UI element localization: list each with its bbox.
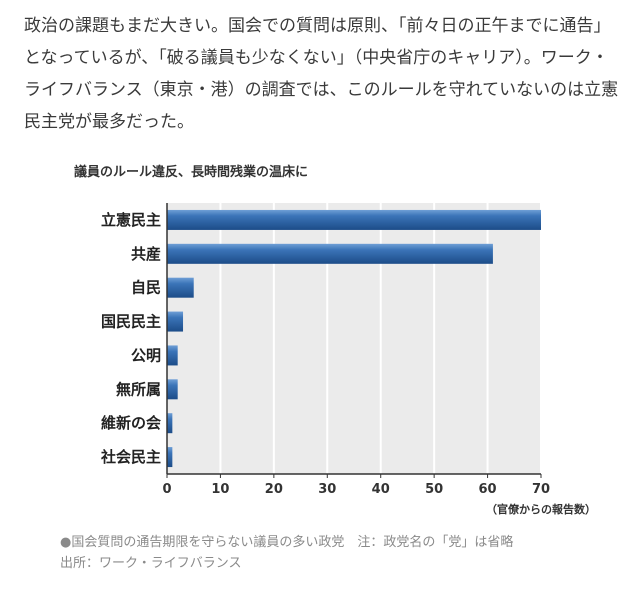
bar-6: [167, 379, 178, 400]
bar-3: [167, 277, 194, 298]
bar-8: [167, 447, 173, 468]
bar-7: [167, 413, 173, 434]
x-axis-label: （官僚からの報告数）: [486, 502, 596, 516]
category-label: 共産: [131, 245, 161, 263]
category-label: 国民民主: [101, 313, 161, 331]
x-tick-label: 70: [532, 482, 550, 497]
category-label: 公明: [131, 346, 161, 364]
category-label: 社会民主: [100, 448, 161, 466]
bar-2: [167, 243, 493, 264]
bar-1: [167, 209, 541, 230]
plot-background: [167, 203, 541, 474]
category-label: 自民: [131, 279, 161, 297]
article-paragraph: 政治の課題もまだ大きい。国会での質問は原則、「前々日の正午までに通告」となってい…: [24, 16, 619, 132]
x-tick-label: 0: [162, 482, 171, 497]
bar-5: [167, 345, 178, 366]
category-label: 無所属: [116, 380, 161, 398]
x-tick-label: 40: [372, 482, 390, 497]
caption-note: ●国会質問の通告期限を守らない議員の多い政党 注：政党名の「党」は省略: [60, 535, 514, 550]
category-label: 維新の会: [101, 414, 161, 432]
x-tick-label: 20: [265, 482, 283, 497]
caption-source: 出所：ワーク・ライフバランス: [60, 556, 242, 571]
category-label: 立憲民主: [101, 211, 161, 229]
x-tick-label: 60: [479, 482, 497, 497]
x-tick-label: 10: [211, 482, 229, 497]
x-tick-label: 30: [318, 482, 336, 497]
chart-caption: ●国会質問の通告期限を守らない議員の多い政党 注：政党名の「党」は省略 出所：ワ…: [60, 532, 513, 574]
x-tick-label: 50: [425, 482, 443, 497]
bar-4: [167, 311, 184, 332]
chart-title: 議員のルール違反、長時間残業の温床に: [74, 165, 309, 180]
